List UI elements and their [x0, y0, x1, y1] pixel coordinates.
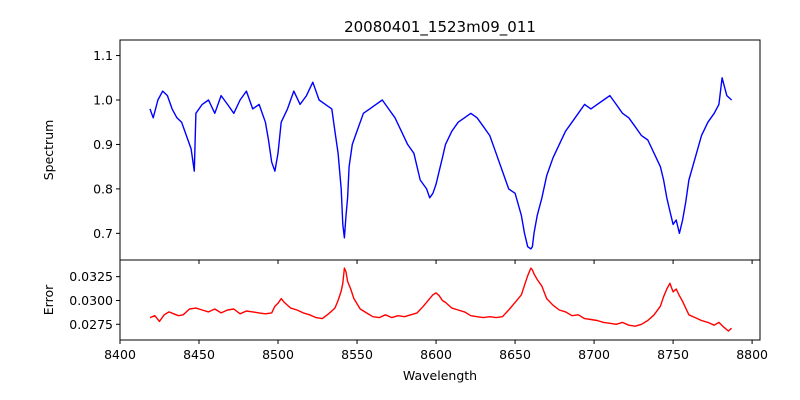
x-tick-label: 8800 [736, 347, 768, 362]
spectrum-y-axis-label: Spectrum [41, 120, 56, 181]
spectrum-series-line [149, 77, 733, 250]
x-tick-label: 8500 [262, 347, 294, 362]
spectrum-y-tick-label: 0.7 [93, 226, 113, 241]
spectrum-y-tick-label: 0.9 [93, 137, 113, 152]
error-y-axis-label: Error [41, 284, 56, 315]
x-tick-label: 8750 [657, 347, 689, 362]
x-tick-label: 8650 [499, 347, 531, 362]
spectrum-y-tick-label: 1.0 [93, 93, 113, 108]
error-y-ticks: 0.0275 0.0300 0.0325 [69, 269, 120, 332]
error-y-tick-label: 0.0275 [69, 317, 113, 332]
error-y-tick-label: 0.0300 [69, 293, 113, 308]
spectrum-y-tick-label: 1.1 [93, 48, 113, 63]
spectrum-y-tick-label: 0.8 [93, 181, 113, 196]
x-axis-label: Wavelength [403, 368, 477, 383]
x-tick-label: 8700 [578, 347, 610, 362]
error-series-line [149, 267, 733, 332]
error-x-ticks: 8400 8450 8500 8550 8600 8650 8700 8750 8800 [104, 340, 768, 362]
spectrum-y-ticks: 0.7 0.8 0.9 1.0 1.1 [93, 48, 120, 241]
x-tick-label: 8400 [104, 347, 136, 362]
x-tick-label: 8600 [420, 347, 452, 362]
x-tick-label: 8550 [341, 347, 373, 362]
error-y-tick-label: 0.0325 [69, 269, 113, 284]
x-tick-label: 8450 [183, 347, 215, 362]
chart-title: 20080401_1523m09_011 [344, 18, 536, 37]
spectrum-x-ticks [119, 260, 753, 264]
